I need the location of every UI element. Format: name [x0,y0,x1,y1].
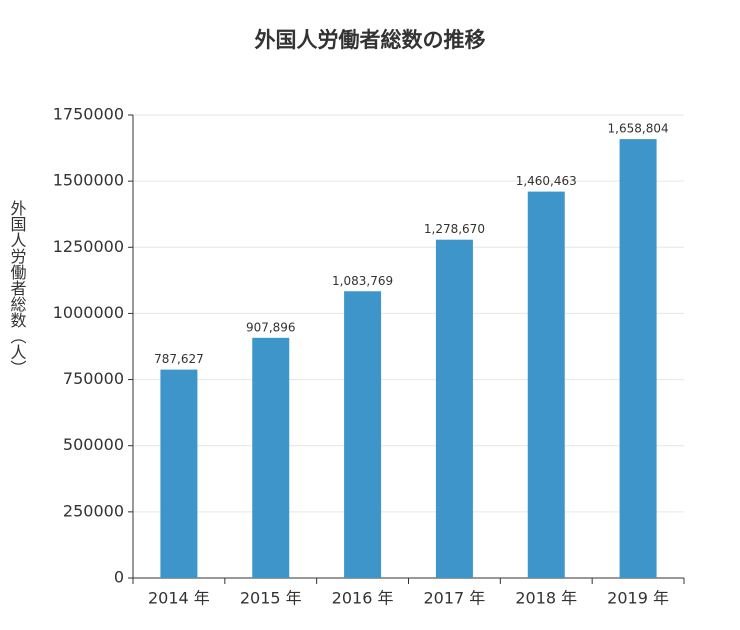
bar [619,139,657,578]
bar [252,337,290,578]
value-label: 1,460,463 [516,174,577,188]
x-tick-label: 2018 年 [515,589,577,608]
value-label: 787,627 [154,352,204,366]
x-tick-label: 2014 年 [148,589,210,608]
bar [435,239,473,579]
y-tick-label: 1500000 [53,171,124,190]
value-label: 1,083,769 [332,274,393,288]
bar [344,291,382,578]
x-tick-label: 2017 年 [424,589,486,608]
x-tick-label: 2015 年 [240,589,302,608]
x-tick-label: 2019 年 [607,589,669,608]
chart-title: 外国人労働者総数の推移 [255,28,486,52]
value-label: 907,896 [246,320,296,334]
y-tick-label: 1000000 [53,303,124,322]
value-label: 1,658,804 [608,122,669,136]
y-axis-label: 外国人労働者総数（人） [8,200,27,376]
y-tick-label: 0 [114,568,124,587]
y-tick-label: 500000 [63,435,124,454]
y-tick-label: 1250000 [53,237,124,256]
x-tick-label: 2016 年 [332,589,394,608]
y-tick-label: 1750000 [53,105,124,124]
y-tick-label: 750000 [63,369,124,388]
bar [160,369,198,578]
value-label: 1,278,670 [424,222,485,236]
bar [527,191,565,578]
y-tick-label: 250000 [63,501,124,520]
